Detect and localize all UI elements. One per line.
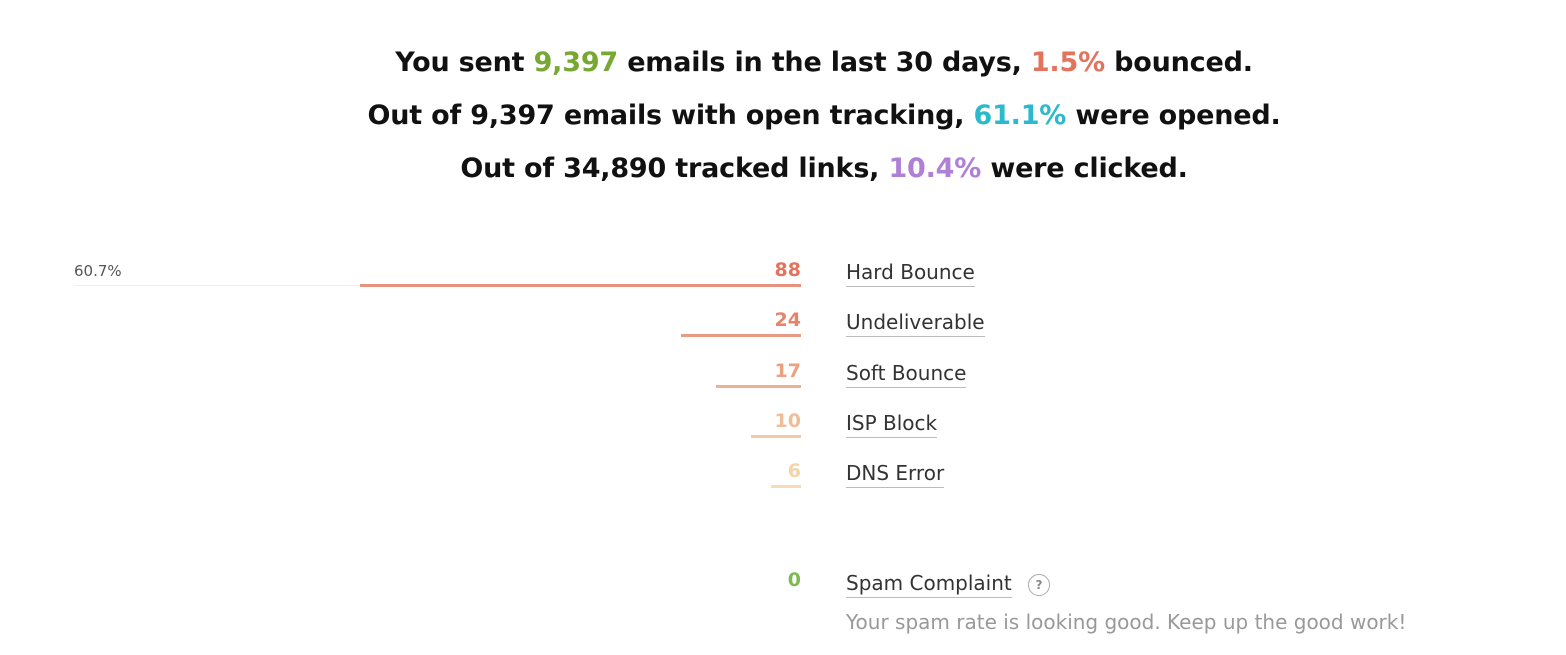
bounce-row: 24 Undeliverable	[0, 305, 1566, 345]
bounce-rate: 1.5%	[1030, 47, 1105, 78]
open-rate: 61.1%	[973, 100, 1067, 131]
bounce-reason-link[interactable]: Soft Bounce	[846, 361, 967, 388]
bounce-count: 6	[787, 460, 801, 482]
bounce-row: 6 DNS Error	[0, 456, 1566, 496]
summary-sent-line: You sent 9,397 emails in the last 30 day…	[0, 36, 1566, 89]
summary-text: bounced.	[1104, 47, 1253, 78]
bounce-row: 88 Hard Bounce	[0, 255, 1566, 295]
summary-stats: You sent 9,397 emails in the last 30 day…	[0, 36, 1566, 195]
summary-text: Out of 34,890 tracked links,	[460, 153, 889, 184]
bounce-reason-link[interactable]: DNS Error	[846, 461, 945, 488]
summary-open-line: Out of 9,397 emails with open tracking, …	[0, 89, 1566, 142]
sent-count: 9,397	[533, 47, 619, 78]
summary-text: were opened.	[1066, 100, 1281, 131]
bounce-bar	[681, 334, 801, 337]
bounce-count: 10	[774, 410, 801, 432]
summary-click-line: Out of 34,890 tracked links, 10.4% were …	[0, 142, 1566, 195]
bounce-bar	[751, 435, 801, 438]
bounce-count: 17	[774, 360, 801, 382]
bounce-bar	[716, 385, 801, 388]
top-bounce-percentage: 60.7%	[74, 262, 122, 280]
bounce-count: 24	[774, 309, 801, 331]
bounce-row: 10 ISP Block	[0, 406, 1566, 446]
summary-text: You sent	[395, 47, 534, 78]
spam-complaint-link[interactable]: Spam Complaint	[846, 571, 1012, 598]
click-rate: 10.4%	[888, 153, 982, 184]
spam-count: 0	[787, 569, 801, 591]
bounce-bar	[771, 485, 801, 488]
spam-status-message: Your spam rate is looking good. Keep up …	[846, 610, 1407, 634]
summary-text: were clicked.	[981, 153, 1188, 184]
bounce-reason-link[interactable]: Undeliverable	[846, 310, 985, 337]
summary-text: emails in the last 30 days,	[618, 47, 1031, 78]
summary-text: Out of 9,397 emails with open tracking,	[367, 100, 974, 131]
bounce-count: 88	[774, 259, 801, 281]
bounce-reason-link[interactable]: ISP Block	[846, 411, 938, 438]
bounce-row: 17 Soft Bounce	[0, 356, 1566, 396]
help-icon[interactable]: ?	[1028, 574, 1050, 596]
bounce-bar	[360, 284, 801, 287]
bounce-reason-link[interactable]: Hard Bounce	[846, 260, 975, 287]
